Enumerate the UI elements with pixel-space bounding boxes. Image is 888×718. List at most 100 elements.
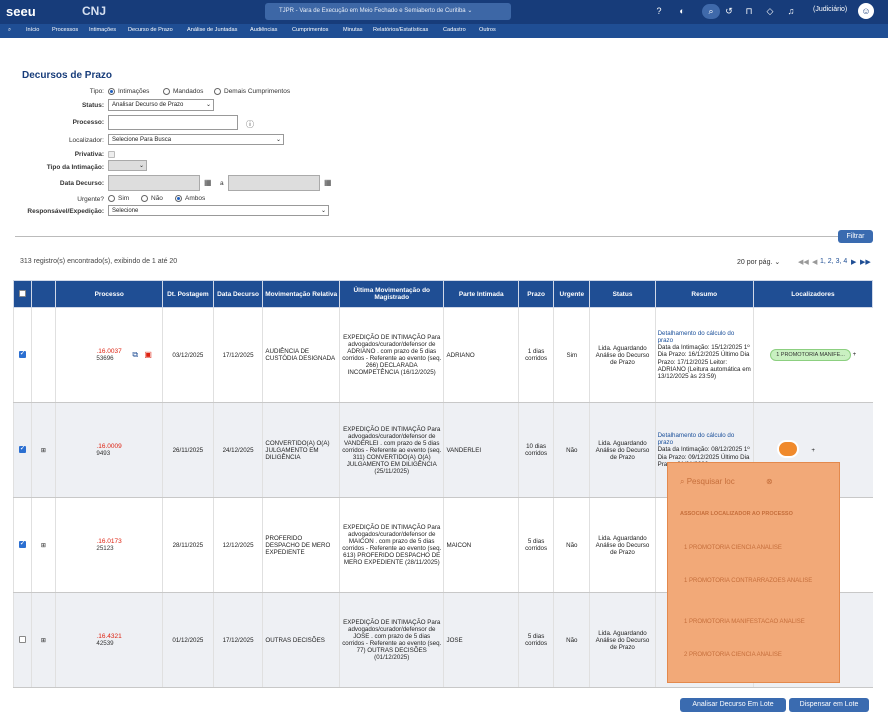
- processo-cell: .16.0009 9493: [55, 402, 163, 498]
- menu-search-icon[interactable]: ⌕: [8, 27, 12, 33]
- tipo-mandados-radio[interactable]: [163, 88, 170, 95]
- dropdown-item[interactable]: 2 PROMOTORIA CIENCIA ANALISE: [684, 652, 782, 658]
- menu-processos[interactable]: Processos: [52, 27, 79, 33]
- analisar-lote-button[interactable]: Analisar Decurso Em Lote: [680, 698, 786, 712]
- cnj-logo[interactable]: CNJ: [82, 4, 107, 18]
- per-page-value: 20 por pág.: [737, 259, 773, 266]
- calendar-icon[interactable]: ▦: [324, 178, 332, 187]
- menu-relatorios[interactable]: Relatórios/Estatísticas: [373, 27, 429, 33]
- prev-page-icon[interactable]: ◀: [812, 259, 818, 266]
- help-icon[interactable]: ?: [656, 6, 662, 16]
- urgente-ambos-label: Ambos: [185, 195, 206, 202]
- user-avatar-icon[interactable]: ☺: [858, 3, 874, 19]
- processo-link[interactable]: .16.4321: [96, 633, 122, 640]
- dispensar-lote-button[interactable]: Dispensar em Lote: [789, 698, 869, 712]
- row-select-cell: [13, 307, 32, 403]
- user-role[interactable]: (Judiciário): [813, 6, 848, 13]
- row-checkbox[interactable]: [18, 349, 26, 358]
- dropdown-heading: ASSOCIAR LOCALIZADOR AO PROCESSO: [680, 511, 793, 517]
- dropdown-clear-icon[interactable]: ⊗: [766, 477, 773, 486]
- bell-icon[interactable]: ♫: [787, 6, 795, 16]
- privativa-label: Privativa:: [74, 151, 104, 158]
- divider: [15, 236, 872, 237]
- add-localizador-icon[interactable]: +: [852, 351, 857, 358]
- tag-icon[interactable]: ◇: [766, 6, 774, 16]
- tipo-demais-radio[interactable]: [214, 88, 221, 95]
- responsavel-select[interactable]: Selecione ⌄: [108, 205, 329, 216]
- movimentacao-cell: PROFERIDO DESPACHO DE MERO EXPEDIENTE: [262, 497, 340, 593]
- col-postagem[interactable]: Dt. Postagem: [162, 280, 214, 308]
- menu-intimacoes[interactable]: Intimações: [89, 27, 117, 33]
- next-page-icon[interactable]: ▶: [851, 259, 857, 266]
- col-resumo: Resumo: [654, 280, 754, 308]
- movimentacao-cell: OUTRAS DECISÕES: [262, 592, 340, 688]
- menu-cadastro[interactable]: Cadastro: [443, 27, 466, 33]
- row-checkbox[interactable]: [18, 444, 26, 453]
- menu-outros[interactable]: Outros: [479, 27, 496, 33]
- processo-link[interactable]: .16.0173: [96, 538, 122, 545]
- history-icon[interactable]: ↺: [725, 6, 733, 16]
- col-status: Status: [589, 280, 656, 308]
- menu-cumprimentos[interactable]: Cumprimentos: [292, 27, 329, 33]
- urgente-sim-radio[interactable]: [108, 195, 115, 202]
- processo-link[interactable]: .16.0009: [96, 443, 122, 450]
- info-icon[interactable]: ⓘ: [246, 120, 254, 129]
- bookmark-icon[interactable]: ⊓: [745, 6, 753, 16]
- page-numbers[interactable]: 1, 2, 3, 4: [820, 258, 848, 265]
- search-icon[interactable]: ⌕: [702, 4, 720, 19]
- processo-input[interactable]: [108, 115, 238, 130]
- seeu-logo[interactable]: seeu: [6, 4, 36, 19]
- col-decurso[interactable]: Data Decurso: [212, 280, 264, 308]
- copy-icon[interactable]: ⧉: [132, 350, 139, 359]
- privativa-checkbox[interactable]: [108, 151, 115, 158]
- col-movimentacao[interactable]: Movimentação Relativa: [262, 280, 340, 308]
- menu-juntadas[interactable]: Análise de Juntadas: [187, 27, 238, 33]
- data-decurso-fim[interactable]: [228, 175, 320, 191]
- tipo-intimacao-select[interactable]: ⌄: [108, 160, 147, 171]
- dropdown-item[interactable]: 1 PROMOTORIA MANIFESTACAO ANALISE: [684, 619, 805, 625]
- tipo-intimacoes-radio[interactable]: [108, 88, 115, 95]
- row-checkbox[interactable]: [18, 635, 26, 643]
- calendar-icon[interactable]: ▦: [204, 178, 212, 187]
- urgente-nao-radio[interactable]: [141, 195, 148, 202]
- first-page-icon[interactable]: ◀◀: [798, 259, 809, 266]
- court-selector[interactable]: TJPR - Vara de Execução em Meio Fechado …: [265, 3, 511, 20]
- pdf-icon[interactable]: ▣: [144, 350, 152, 359]
- parte-cell: VANDERLEI: [443, 402, 519, 498]
- data-decurso-inicio[interactable]: [108, 175, 200, 191]
- row-select-cell: [13, 592, 32, 688]
- resumo-link[interactable]: Detalhamento do cálculo do prazo: [657, 329, 735, 344]
- theme-icon[interactable]: ◐: [679, 6, 685, 16]
- ultima-cell: EXPEDIÇÃO DE INTIMAÇÃO Para advogados/cu…: [338, 497, 444, 593]
- col-processo[interactable]: Processo: [55, 280, 164, 308]
- expand-icon[interactable]: ⊞: [40, 446, 47, 454]
- resumo-link[interactable]: Detalhamento do cálculo do prazo: [657, 431, 735, 447]
- menu-inicio[interactable]: Início: [26, 27, 40, 33]
- urgente-ambos-radio[interactable]: [175, 195, 182, 202]
- select-all-checkbox[interactable]: [18, 289, 26, 297]
- per-page-select[interactable]: 20 por pág. ⌄: [737, 259, 781, 266]
- processo-cell: .16.4321 42539: [55, 592, 163, 688]
- dropdown-item[interactable]: 1 PROMOTORIA CIENCIA ANALISE: [684, 545, 782, 551]
- menu-decurso[interactable]: Decurso de Prazo: [128, 27, 173, 33]
- row-checkbox[interactable]: [18, 539, 26, 548]
- main-menu: ⌕ Início Processos Intimações Decurso de…: [0, 24, 888, 38]
- dropdown-item[interactable]: 1 PROMOTORIA CONTRARRAZOES ANALISE: [684, 578, 813, 584]
- processo-cell: .16.0173 25123: [55, 497, 163, 593]
- localizador-select[interactable]: Selecione Para Busca ⌄: [108, 134, 284, 145]
- localizador-tag[interactable]: 1 PROMOTORIA MANIFE...: [770, 349, 851, 361]
- menu-audiencias[interactable]: Audiências: [250, 27, 278, 33]
- menu-minutas[interactable]: Minutas: [343, 27, 363, 33]
- dropdown-search-input[interactable]: ⌕ Pesquisar loc: [680, 477, 735, 486]
- last-page-icon[interactable]: ▶▶: [860, 259, 871, 266]
- status-select[interactable]: Analisar Decurso de Prazo ⌄: [108, 99, 214, 111]
- col-ultima: Última Movimentação do Magistrado: [338, 280, 445, 308]
- expand-icon[interactable]: ⊞: [40, 636, 47, 644]
- filtrar-button[interactable]: Filtrar: [838, 230, 873, 243]
- localizador-select-value: Selecione Para Busca: [112, 137, 172, 143]
- add-localizador-icon[interactable]: +: [811, 446, 816, 454]
- row-select-cell: [13, 497, 32, 593]
- expand-icon[interactable]: ⊞: [40, 541, 47, 549]
- processo-link[interactable]: .16.0037: [96, 348, 122, 355]
